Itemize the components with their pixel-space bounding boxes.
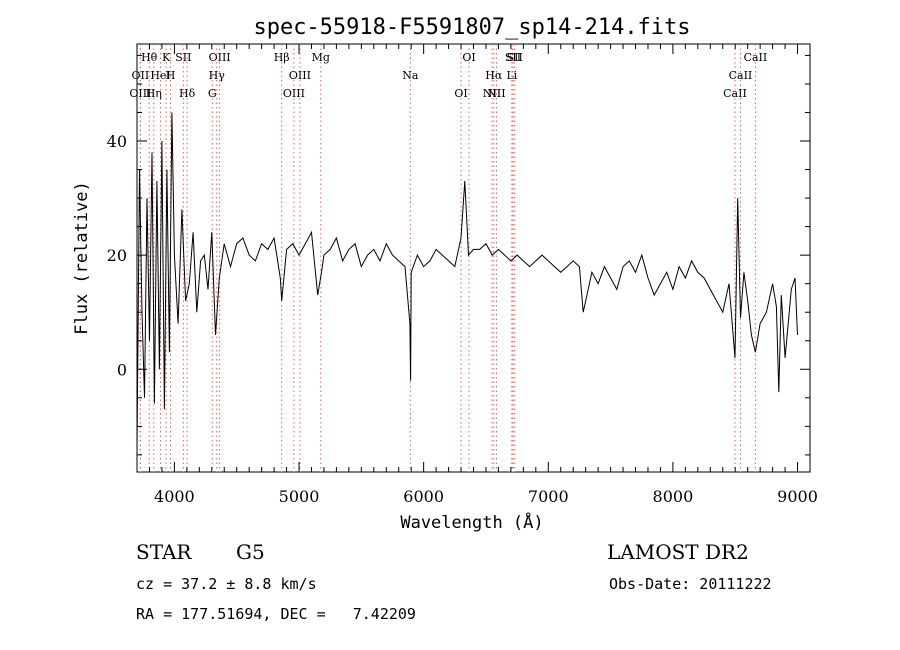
spectral-line-label: Hγ <box>209 69 226 82</box>
spectrum-line <box>136 112 798 450</box>
spectral-line-label: OII <box>132 69 150 82</box>
survey-name: LAMOST DR2 <box>607 540 749 564</box>
spectral-line-label: SII <box>175 51 191 64</box>
y-axis-label: Flux (relative) <box>72 181 92 335</box>
spectral-line-label: SII <box>507 51 523 64</box>
spectral-line-label: Hθ <box>141 51 158 64</box>
spectral-line-label: OI <box>462 51 475 64</box>
object-class: STAR <box>136 540 192 564</box>
spectral-line-label: CaII <box>744 51 768 64</box>
spectral-line-label: Hα <box>485 69 503 82</box>
chart-title: spec-55918-F5591807_sp14-214.fits <box>253 15 690 40</box>
spectral-line-label: OI <box>454 87 467 100</box>
x-tick-label: 8000 <box>653 487 694 506</box>
spectral-line-label: OIII <box>209 51 231 64</box>
x-tick-label: 4000 <box>154 487 195 506</box>
y-tick-label: 40 <box>107 132 127 151</box>
spectral-line-label: Hδ <box>179 87 196 100</box>
spectral-line-label: G <box>208 87 217 100</box>
y-tick-label: 20 <box>107 246 127 265</box>
spectral-line-labels: HθOIIOIIIKHeIHηSIIHHδOIIIHγGHβOIIIOIIIMg… <box>129 51 767 100</box>
spectral-line-label: OIII <box>283 87 305 100</box>
x-tick-label: 6000 <box>403 487 444 506</box>
observation-date: Obs-Date: 20111222 <box>609 575 772 593</box>
spectral-line-label: Hβ <box>274 51 290 64</box>
spectral-line-markers <box>139 44 756 472</box>
plot-frame <box>136 43 811 473</box>
x-tick-label: 9000 <box>777 487 818 506</box>
spectral-line-label: CaII <box>723 87 747 100</box>
spectral-line-label: Na <box>402 69 419 82</box>
object-subclass: G5 <box>236 540 265 564</box>
redshift-cz: cz = 37.2 ± 8.8 km/s <box>136 575 317 593</box>
spectral-line-label: SII <box>505 51 521 64</box>
x-tick-label: 5000 <box>279 487 320 506</box>
spectral-line-label: Mg <box>312 51 330 64</box>
spectral-line-label: Hη <box>146 87 162 100</box>
spectral-line-label: HeI <box>150 69 170 82</box>
axis-ticks: 4000 5000 6000 7000 8000 9000 0 20 40 <box>107 44 818 506</box>
spectral-line-label: Li <box>506 69 517 82</box>
x-tick-label: 7000 <box>528 487 569 506</box>
spectral-line-label: OIII <box>129 87 151 100</box>
spectral-line-label: CaII <box>729 69 753 82</box>
coordinates: RA = 177.51694, DEC = 7.42209 <box>136 605 416 623</box>
y-tick-label: 0 <box>117 360 127 379</box>
spectral-line-label: NII <box>483 87 501 100</box>
spectral-line-label: H <box>166 69 176 82</box>
spectral-line-label: OIII <box>289 69 311 82</box>
spectral-line-label: K <box>162 51 171 64</box>
spectral-line-label: NII <box>487 87 505 100</box>
x-axis-label: Wavelength (Å) <box>400 511 543 533</box>
